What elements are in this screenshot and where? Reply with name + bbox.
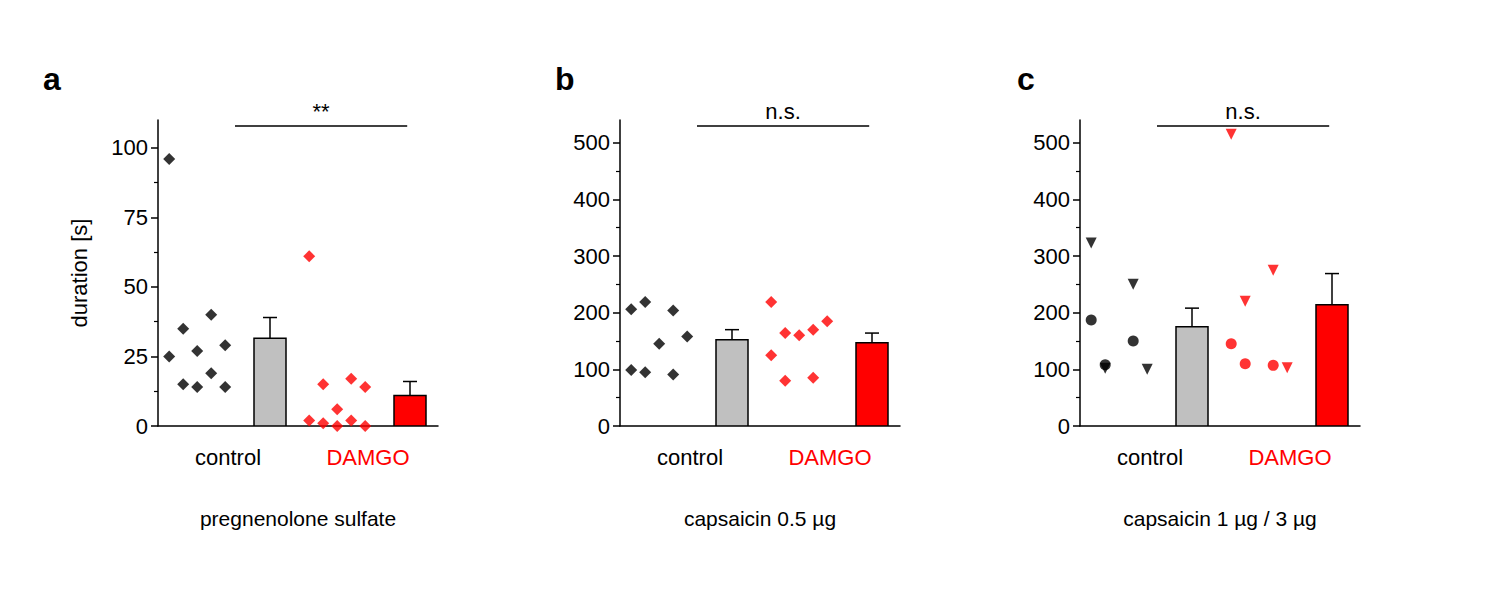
svg-text:300: 300	[573, 244, 610, 269]
svg-text:control: control	[1117, 445, 1183, 470]
svg-text:50: 50	[124, 274, 148, 299]
svg-text:100: 100	[111, 135, 148, 160]
svg-text:300: 300	[1033, 244, 1070, 269]
svg-text:b: b	[555, 61, 575, 97]
svg-text:200: 200	[1033, 300, 1070, 325]
svg-text:200: 200	[573, 300, 610, 325]
svg-text:c: c	[1017, 61, 1035, 97]
svg-text:control: control	[195, 445, 261, 470]
svg-text:control: control	[657, 445, 723, 470]
svg-text:0: 0	[136, 414, 148, 439]
svg-text:100: 100	[573, 357, 610, 382]
svg-text:75: 75	[124, 205, 148, 230]
svg-text:100: 100	[1033, 357, 1070, 382]
svg-text:400: 400	[573, 187, 610, 212]
svg-text:duration [s]: duration [s]	[67, 219, 92, 328]
svg-text:DAMGO: DAMGO	[788, 445, 871, 470]
svg-text:n.s.: n.s.	[765, 99, 800, 124]
svg-text:n.s.: n.s.	[1225, 99, 1260, 124]
svg-text:25: 25	[124, 344, 148, 369]
svg-text:capsaicin 0.5 µg: capsaicin 0.5 µg	[684, 507, 836, 530]
svg-text:0: 0	[598, 414, 610, 439]
svg-text:a: a	[43, 61, 61, 97]
svg-text:500: 500	[573, 130, 610, 155]
svg-text:400: 400	[1033, 187, 1070, 212]
svg-text:DAMGO: DAMGO	[1248, 445, 1331, 470]
svg-text:0: 0	[1058, 414, 1070, 439]
svg-text:DAMGO: DAMGO	[326, 445, 409, 470]
svg-text:pregnenolone sulfate: pregnenolone sulfate	[200, 507, 396, 530]
svg-text:**: **	[313, 99, 331, 124]
svg-text:capsaicin 1 µg / 3 µg: capsaicin 1 µg / 3 µg	[1123, 507, 1316, 530]
svg-text:500: 500	[1033, 130, 1070, 155]
